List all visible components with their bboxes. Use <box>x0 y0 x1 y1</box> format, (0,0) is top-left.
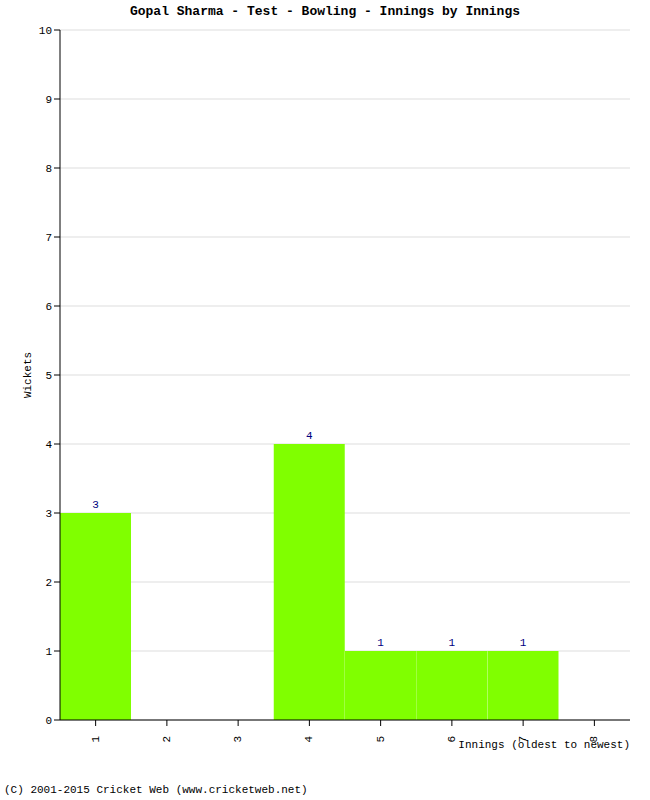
svg-text:4: 4 <box>45 439 52 451</box>
svg-text:1: 1 <box>90 736 102 743</box>
svg-text:6: 6 <box>446 736 458 743</box>
svg-text:5: 5 <box>375 736 387 743</box>
svg-text:0: 0 <box>45 715 52 727</box>
svg-text:7: 7 <box>45 232 52 244</box>
svg-text:4: 4 <box>303 736 315 743</box>
svg-text:6: 6 <box>45 301 52 313</box>
svg-text:8: 8 <box>588 736 600 743</box>
svg-text:3: 3 <box>92 499 99 511</box>
svg-text:2: 2 <box>161 736 173 743</box>
svg-text:3: 3 <box>45 508 52 520</box>
svg-text:4: 4 <box>306 430 313 442</box>
svg-text:3: 3 <box>232 736 244 743</box>
svg-text:7: 7 <box>517 736 529 743</box>
svg-text:1: 1 <box>45 646 52 658</box>
svg-text:1: 1 <box>448 637 455 649</box>
svg-text:1: 1 <box>377 637 384 649</box>
svg-text:9: 9 <box>45 94 52 106</box>
svg-text:8: 8 <box>45 163 52 175</box>
svg-text:1: 1 <box>520 637 527 649</box>
svg-text:5: 5 <box>45 370 52 382</box>
svg-text:10: 10 <box>39 25 52 37</box>
svg-text:2: 2 <box>45 577 52 589</box>
